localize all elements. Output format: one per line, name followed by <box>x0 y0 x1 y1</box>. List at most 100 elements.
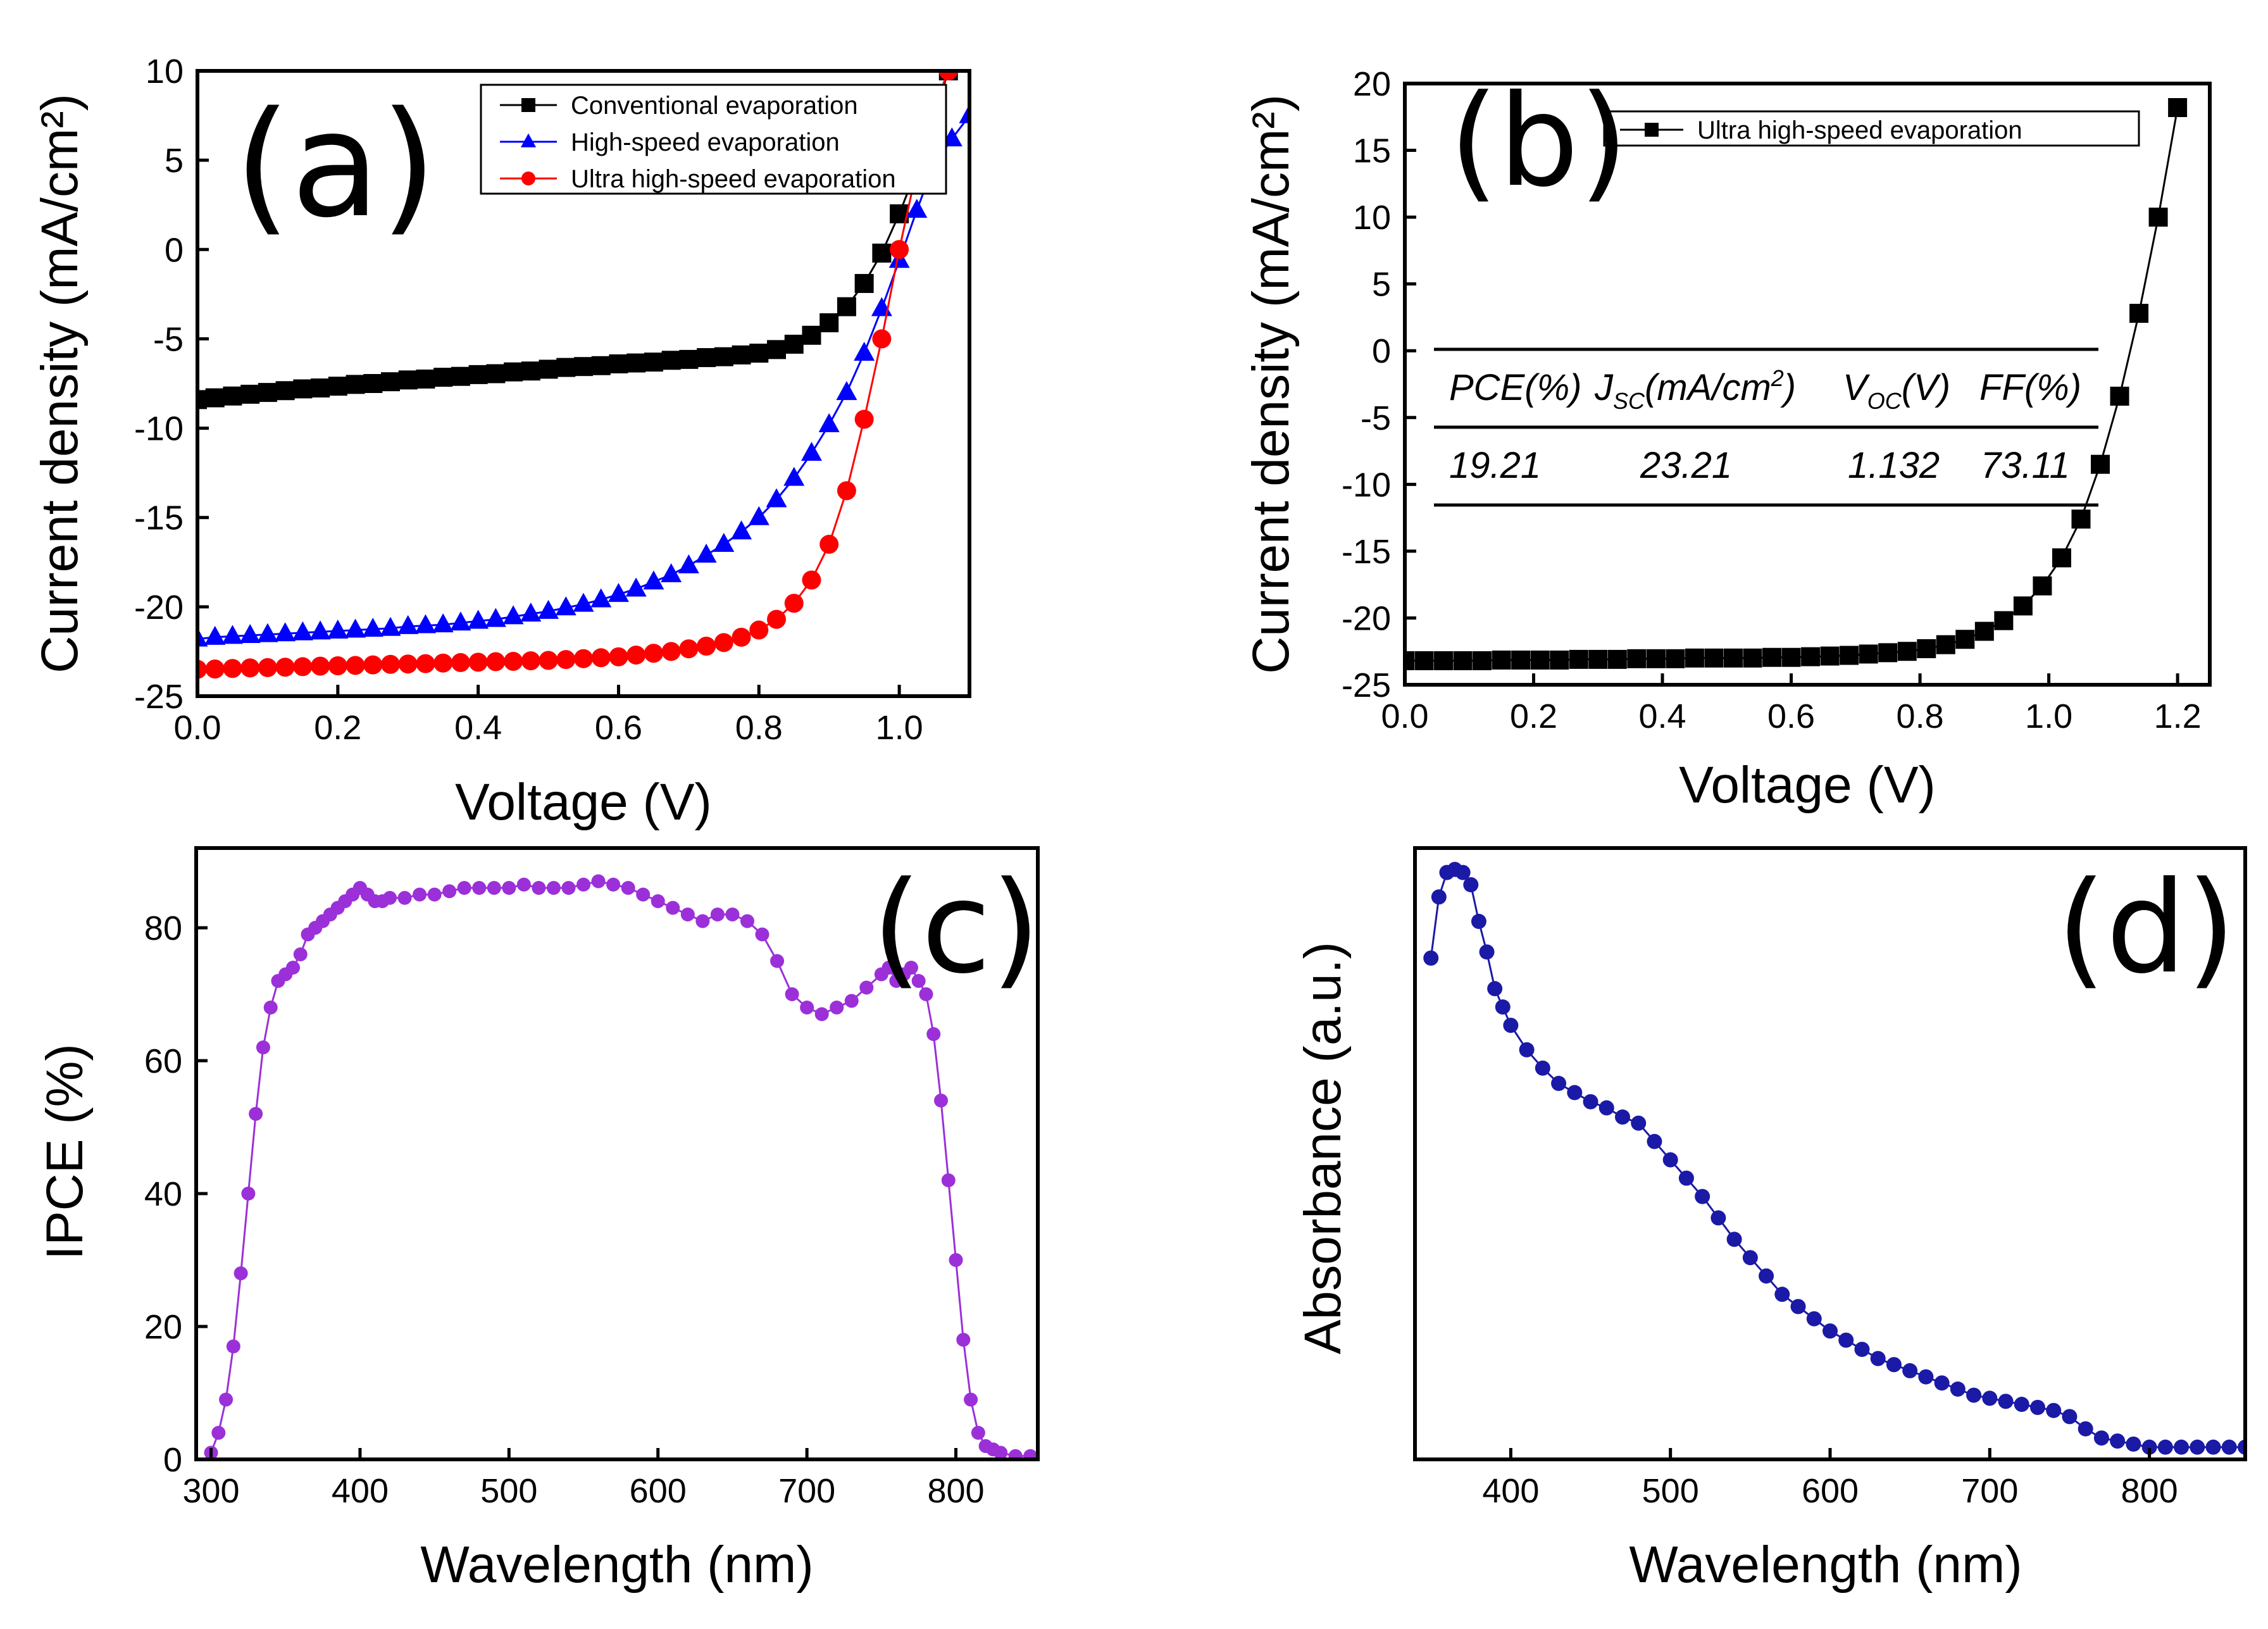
x-tick-label: 400 <box>332 1472 389 1510</box>
panel-d-series-0-point <box>1950 1381 1966 1397</box>
panel-b-series-0-point <box>2110 387 2129 406</box>
panel-b-ticks: 0.0 0.2 0.4 0.6 0.8 1.0 1.2 -25 -20 -15 -10 -5 0 5 10 1… <box>1342 65 2202 735</box>
panel-d-series-0-point <box>2046 1402 2062 1418</box>
legend-label: Ultra high-speed evaporation <box>571 165 896 193</box>
panel-d-series-0-point <box>1583 1094 1598 1109</box>
panel-a-series-2-point <box>714 633 733 652</box>
panel-c-marks <box>204 874 1038 1459</box>
panel-a-series-0-point <box>363 374 383 393</box>
panel-a-series-2-point <box>556 650 576 670</box>
panel-a-series-1-point <box>608 583 629 602</box>
panel-b-series-0-point <box>1762 647 1782 667</box>
panel-d-series-0-point <box>1774 1287 1790 1302</box>
panel-d-series-0-point <box>2093 1430 2109 1446</box>
panel-c-series-0-point <box>882 961 896 975</box>
panel-a-series-1-point <box>801 442 822 461</box>
x-tick-label: 0.4 <box>454 709 502 747</box>
x-tick-label: 600 <box>630 1472 687 1510</box>
panel-b-series-0-point <box>1878 643 1898 663</box>
panel-b-series-0-point <box>1936 635 1955 654</box>
panel-d-series-0-point <box>1838 1332 1854 1348</box>
panel-b-series-0-point <box>1685 648 1704 668</box>
panel-a-series-2-point <box>275 658 295 677</box>
panel-b-series-0-point <box>1859 644 1878 664</box>
table-header-jsc-sub: SC <box>1613 388 1645 414</box>
panel-a-series-1-point <box>275 622 296 642</box>
panel-a-series-1-point <box>573 592 594 612</box>
panel-d-series-0-point <box>2110 1433 2126 1449</box>
x-tick-label: 700 <box>778 1472 835 1510</box>
panel-d-series-0-point <box>2078 1421 2093 1437</box>
panel-a-series-2-point <box>854 409 874 429</box>
panel-c-series-0-point <box>591 874 606 889</box>
panel-d-series-0-point <box>1982 1390 1998 1406</box>
panel-b-series-0-point <box>1801 647 1821 666</box>
panel-d-series-0-point <box>2205 1439 2221 1455</box>
panel-c-series-0-point <box>472 881 487 895</box>
panel-a-series-2-point <box>328 656 347 676</box>
panel-c-series-0-line <box>210 880 1031 1457</box>
panel-a-series-1-point <box>959 104 969 123</box>
panel-a-series-2-point <box>539 651 558 670</box>
panel-c-series-0-point <box>211 1426 226 1440</box>
panel-a-series-1-point <box>555 596 576 616</box>
panel-c-series-0-point <box>1023 1449 1038 1459</box>
panel-c-series-0-point <box>457 881 471 895</box>
panel-c-series-0-point <box>1008 1449 1023 1459</box>
panel-a-series-0-point <box>328 377 347 396</box>
panel-d-series-0-point <box>1902 1363 1918 1378</box>
panel-b-series-0-point <box>1453 651 1473 670</box>
panel-b-series-0-point <box>1405 651 1414 670</box>
panel-a-series-0-point <box>644 353 663 372</box>
panel-a-series-1-point <box>854 342 875 361</box>
panel-c-series-0-point <box>293 947 308 961</box>
panel-b-frame <box>1403 82 2212 687</box>
panel-c-series-0-point <box>427 887 442 902</box>
panel-a-series-0-point <box>416 369 435 389</box>
table-header-pce: PCE(%) <box>1449 367 1581 408</box>
panel-d-series-0-point <box>2174 1439 2190 1455</box>
panel-d-series-0-point <box>1918 1369 1934 1385</box>
panel-a-series-1-point <box>414 614 436 634</box>
panel-c-series-0-point <box>442 884 457 899</box>
panel-d-series-0-point <box>1647 1133 1662 1149</box>
panel-d-series-0-point <box>2062 1409 2078 1425</box>
panel-d-marks <box>1423 861 2245 1455</box>
panel-b-label: (b) <box>1449 68 1628 215</box>
panel-d-series-0-point <box>1790 1299 1806 1314</box>
panel-a-series-0-point <box>258 383 277 403</box>
panel-a-series-0-point <box>205 388 225 408</box>
panel-a-series-1-point <box>695 543 717 563</box>
panel-d-series-0-point <box>2157 1439 2173 1455</box>
panel-a-series-0-point <box>504 362 523 382</box>
panel-d-series-0-point <box>1479 944 1495 960</box>
panel-c-series-0-point <box>219 1392 234 1407</box>
panel-c-series-0-point <box>830 1001 844 1014</box>
panel-a-series-1-point <box>678 554 699 573</box>
panel-a-series-0-point <box>679 349 699 369</box>
panel-d-series-0-point <box>1710 1210 1726 1226</box>
panel-a-series-0-point <box>451 366 470 386</box>
panel-a-series-0-point <box>197 390 207 409</box>
y-tick-label: 5 <box>1372 266 1391 304</box>
panel-c-series-0-point <box>621 881 635 895</box>
panel-c-series-0-point <box>710 908 725 921</box>
panel-c-series-0-point <box>814 1007 829 1021</box>
panel-a-series-0-point <box>714 347 733 366</box>
panel-b-series-0-point <box>2033 576 2052 596</box>
y-tick-label: -15 <box>134 499 184 537</box>
panel-a-series-1-point <box>590 588 612 608</box>
panel-a-series-2-point <box>679 639 699 659</box>
panel-a-series-1-point <box>538 599 559 619</box>
panel-a-series-2-point <box>504 651 523 671</box>
panel-c-series-0-point <box>241 1187 256 1201</box>
panel-c-series-0-point <box>516 877 531 892</box>
panel-c-xlabel: Wavelength (nm) <box>420 1536 813 1594</box>
x-tick-label: 500 <box>480 1472 537 1510</box>
panel-a-series-2-point <box>697 636 716 656</box>
panel-c-series-0-point <box>941 1173 956 1187</box>
panel-d-series-0-point <box>2014 1397 2029 1413</box>
panel-a-plot-area <box>197 71 969 679</box>
panel-d-series-0-point <box>1806 1311 1822 1326</box>
panel-c-series-0-point <box>263 1001 278 1014</box>
